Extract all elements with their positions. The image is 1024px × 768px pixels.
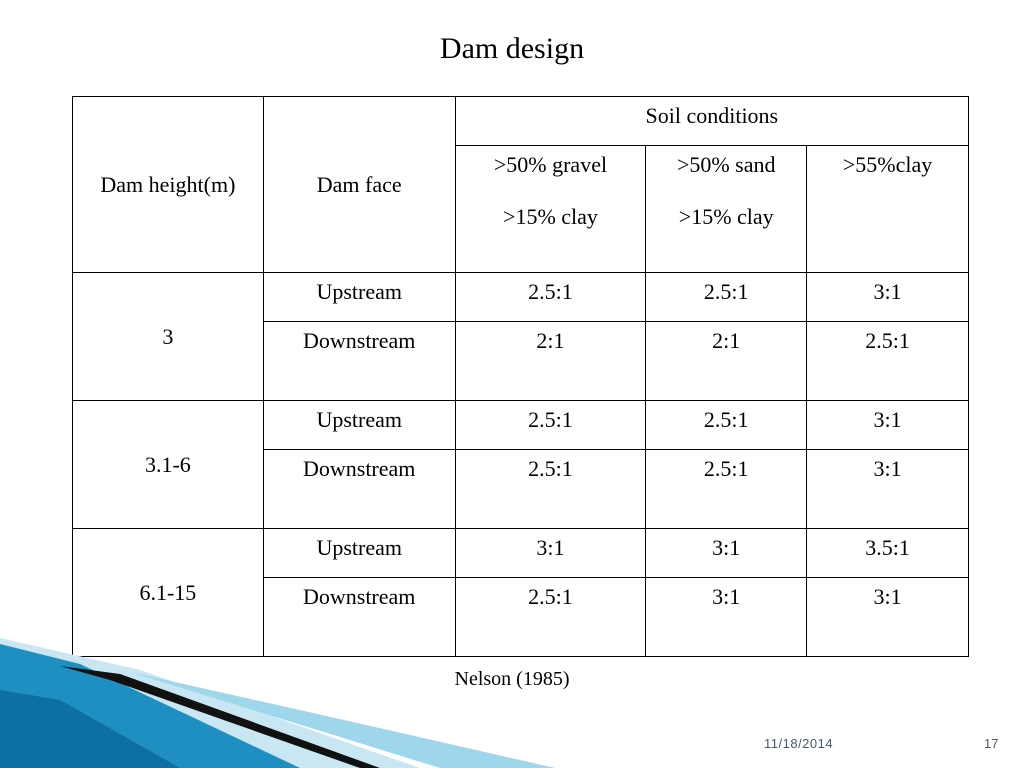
header-row-1: Dam height(m) Dam face Soil conditions bbox=[72, 96, 970, 273]
dam-design-table: Dam height(m) Dam face Soil conditions >… bbox=[72, 96, 970, 657]
value-cell: 3.5:1 bbox=[806, 528, 969, 578]
header-clay-line1: >55%clay bbox=[842, 152, 933, 177]
swoosh-mid-band bbox=[0, 690, 180, 768]
dam-height-cell: 6.1-15 bbox=[72, 528, 264, 657]
value-cell: 2:1 bbox=[454, 321, 647, 401]
value-cell: 3:1 bbox=[806, 272, 969, 322]
slide-page-number: 17 bbox=[984, 736, 999, 751]
dam-face-cell: Downstream bbox=[262, 449, 456, 529]
value-cell: 2.5:1 bbox=[454, 449, 647, 529]
source-citation: Nelson (1985) bbox=[454, 668, 570, 690]
dam-face-cell: Upstream bbox=[262, 528, 456, 578]
value-cell: 3:1 bbox=[806, 449, 969, 529]
table-row: Downstream 2:1 2:1 2.5:1 bbox=[73, 321, 969, 401]
header-gravel-line1: >50% gravel bbox=[493, 152, 608, 177]
dam-face-cell: Downstream bbox=[262, 577, 456, 657]
value-cell: 2.5:1 bbox=[454, 400, 647, 450]
value-cell: 2.5:1 bbox=[806, 321, 969, 401]
slide-date: 11/18/2014 bbox=[764, 736, 834, 751]
header-gravel-line2: >15% clay bbox=[503, 204, 598, 229]
header-soil-conditions: Soil conditions bbox=[454, 96, 970, 146]
header-row-2: >50% gravel >15% clay >50% sand >15% cla… bbox=[73, 145, 969, 273]
value-cell: 3:1 bbox=[806, 577, 969, 657]
header-gravel: >50% gravel >15% clay bbox=[454, 145, 647, 273]
header-dam-face: Dam face bbox=[262, 96, 456, 273]
table-row: 3.1-6 Upstream 2.5:1 2.5:1 3:1 bbox=[72, 400, 969, 529]
header-clay: >55%clay bbox=[806, 145, 969, 273]
value-cell: 3:1 bbox=[645, 577, 808, 657]
swoosh-highlight bbox=[130, 672, 555, 768]
value-cell: 2.5:1 bbox=[454, 577, 647, 657]
header-sand-line1: >50% sand bbox=[676, 152, 776, 177]
header-dam-height: Dam height(m) bbox=[72, 96, 264, 273]
value-cell: 2.5:1 bbox=[645, 400, 808, 450]
value-cell: 2.5:1 bbox=[454, 272, 647, 322]
header-sand-line2: >15% clay bbox=[678, 204, 774, 229]
value-cell: 3:1 bbox=[806, 400, 969, 450]
header-sand: >50% sand >15% clay bbox=[645, 145, 808, 273]
table-row: 6.1-15 Upstream 3:1 3:1 3.5:1 bbox=[72, 528, 969, 657]
decorative-swoosh bbox=[0, 638, 555, 768]
value-cell: 2:1 bbox=[645, 321, 808, 401]
table-row: Downstream 2.5:1 3:1 3:1 bbox=[73, 577, 969, 657]
dam-face-cell: Upstream bbox=[262, 272, 456, 322]
value-cell: 2.5:1 bbox=[645, 272, 808, 322]
swoosh-dark-stroke bbox=[60, 666, 380, 768]
dam-face-cell: Downstream bbox=[262, 321, 456, 401]
value-cell: 3:1 bbox=[454, 528, 647, 578]
table-row: Downstream 2.5:1 2.5:1 3:1 bbox=[73, 449, 969, 529]
dam-face-cell: Upstream bbox=[262, 400, 456, 450]
slide-title: Dam design bbox=[439, 32, 585, 65]
value-cell: 3:1 bbox=[645, 528, 808, 578]
dam-height-cell: 3 bbox=[72, 272, 264, 401]
value-cell: 2.5:1 bbox=[645, 449, 808, 529]
table-row: 3 Upstream 2.5:1 2.5:1 3:1 bbox=[72, 272, 969, 401]
dam-height-cell: 3.1-6 bbox=[72, 400, 264, 529]
